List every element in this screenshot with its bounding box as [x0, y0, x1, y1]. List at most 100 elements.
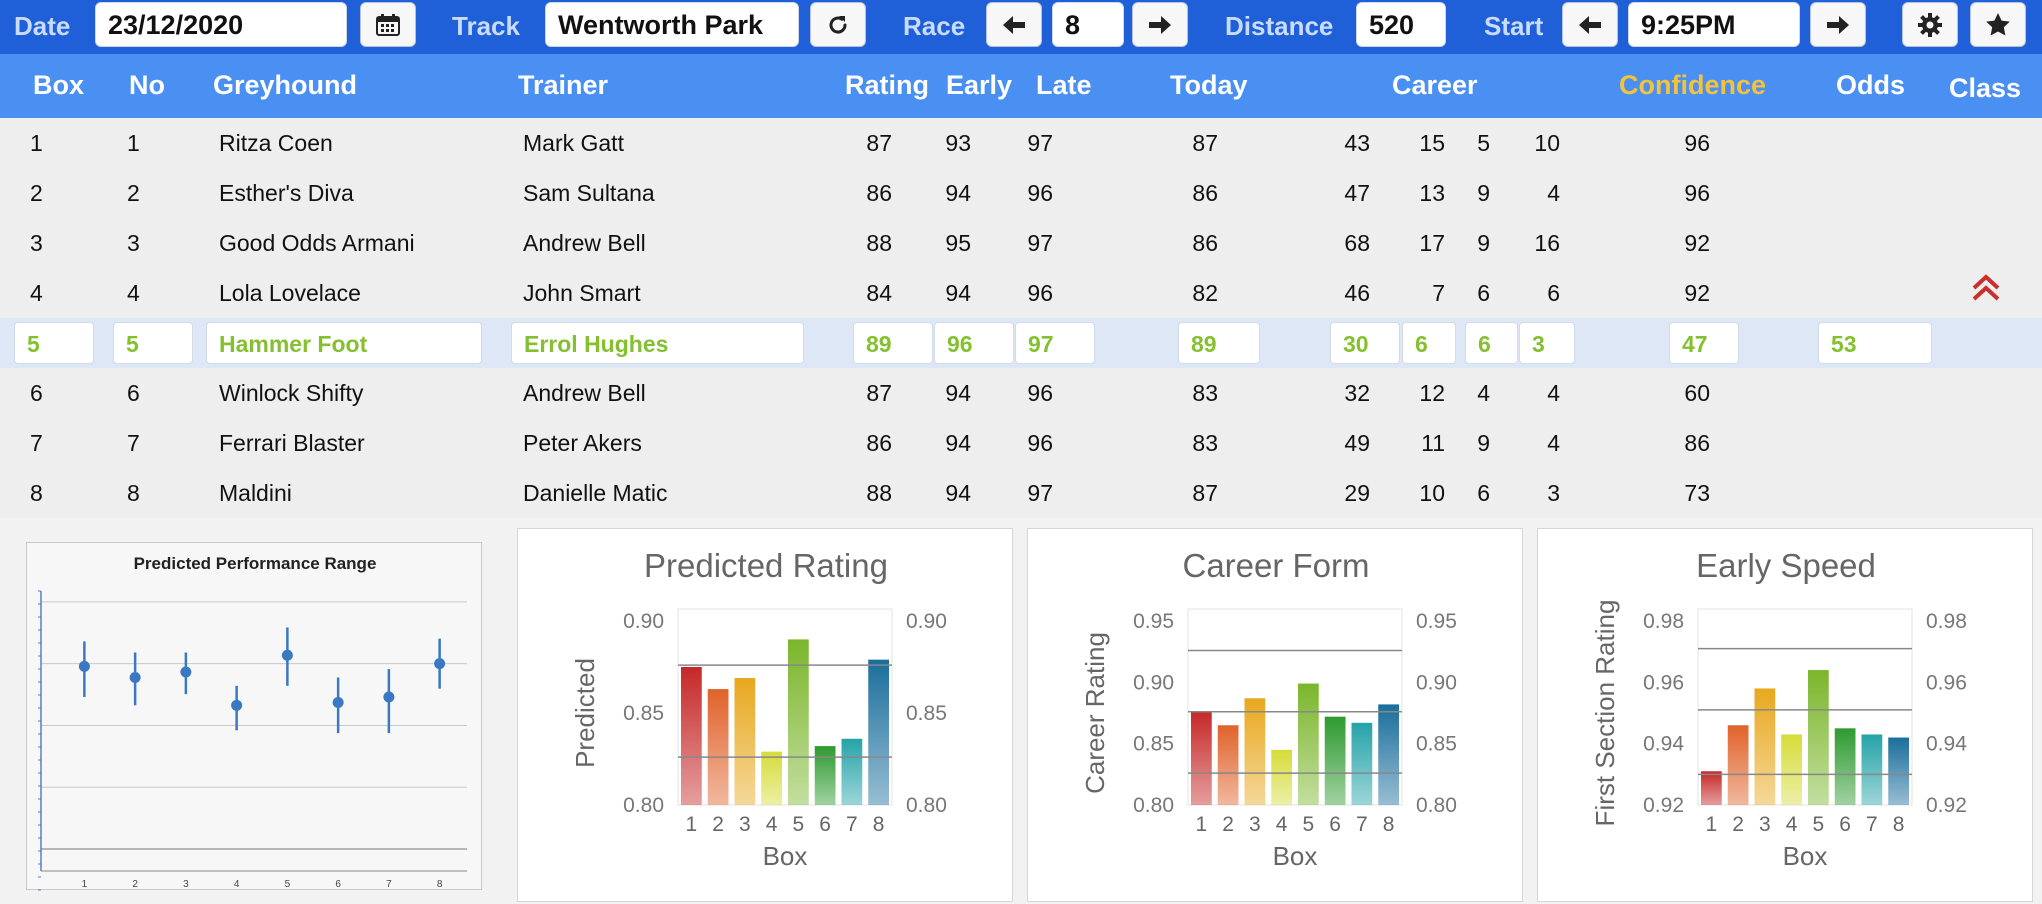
start-prev-button[interactable]: [1562, 2, 1618, 47]
cell-rating[interactable]: 89: [853, 322, 933, 364]
x-tick-label: 2: [1222, 813, 1234, 836]
bar: [1191, 711, 1212, 805]
bar: [707, 689, 729, 805]
race-prev-button[interactable]: [986, 2, 1042, 47]
bar: [1244, 698, 1266, 805]
cell-today[interactable]: 89: [1178, 322, 1260, 364]
x-tick-label: 7: [386, 879, 392, 890]
col-today[interactable]: Today: [1170, 70, 1248, 100]
col-trainer[interactable]: Trainer: [518, 70, 609, 100]
x-tick-label: 1: [1706, 813, 1718, 836]
col-rating[interactable]: Rating: [845, 70, 929, 100]
cell-confidence: 86: [1684, 430, 1710, 456]
race-input[interactable]: 8: [1052, 2, 1124, 47]
x-tick-label: 8: [1383, 813, 1395, 836]
y2-tick-label: 0.80: [906, 794, 947, 817]
cell-c1: 47: [1344, 180, 1370, 206]
x-tick-label: 6: [819, 813, 831, 836]
cell-c3: 4: [1477, 380, 1490, 406]
cell-c4[interactable]: 3: [1519, 322, 1575, 364]
cell-greyhound[interactable]: Hammer Foot: [206, 322, 482, 364]
col-no[interactable]: No: [129, 70, 165, 100]
cell-trainer: Sam Sultana: [523, 180, 655, 206]
cell-late[interactable]: 97: [1015, 322, 1095, 364]
bar: [1378, 704, 1399, 805]
table-row-selected[interactable]: 5 5 Hammer Foot Errol Hughes 89 96 97 89 30 6 6 3 47…: [0, 318, 2042, 368]
col-confidence[interactable]: Confidence: [1619, 70, 1767, 100]
x-tick-label: 4: [1276, 813, 1288, 836]
race-next-button[interactable]: [1132, 2, 1188, 47]
table-row[interactable]: 8 8 Maldini Danielle Matic 88 94 97 87 29 10 6 3 73: [0, 468, 2042, 518]
cell-confidence[interactable]: 47: [1669, 322, 1739, 364]
top-toolbar: Date 23/12/2020 Track Wentworth Park Rac…: [0, 0, 2042, 54]
table-row[interactable]: 7 7 Ferrari Blaster Peter Akers 86 94 96 83 49 11…: [0, 418, 2042, 468]
cell-early: 93: [945, 130, 971, 156]
cell-no: 1: [127, 130, 140, 156]
cell-early: 94: [945, 380, 971, 406]
col-class[interactable]: Class: [1949, 73, 2022, 103]
cell-c3: 6: [1477, 280, 1490, 306]
y2-tick-label: 0.95: [1416, 610, 1457, 633]
cell-today: 83: [1192, 380, 1218, 406]
table-row[interactable]: 2 2 Esther's Diva Sam Sultana 86 94 96 86 47 13 9 4…: [0, 168, 2042, 218]
cell-early[interactable]: 96: [934, 322, 1014, 364]
y-tick-label: 0.90: [623, 610, 664, 633]
bar: [1754, 688, 1776, 805]
cell-c3[interactable]: 6: [1465, 322, 1518, 364]
favourite-button[interactable]: [1970, 2, 2026, 47]
cell-c1[interactable]: 30: [1330, 322, 1400, 364]
col-early[interactable]: Early: [946, 70, 1013, 100]
table-row[interactable]: 4 4 Lola Lovelace John Smart 84 94 96 82 46 7 6 6 92: [0, 268, 2042, 318]
table-row[interactable]: 3 3 Good Odds Armani Andrew Bell 88 95 97 86 68 1…: [0, 218, 2042, 268]
cell-c4: 6: [1547, 280, 1560, 306]
table-row[interactable]: 1 1 Ritza Coen Mark Gatt 87 93 97 87 43 15 5 10 96: [0, 118, 2042, 168]
x-axis-label: Box: [1273, 841, 1318, 871]
cell-box[interactable]: 5: [14, 322, 94, 364]
x-tick-label: 3: [739, 813, 751, 836]
x-tick-label: 1: [686, 813, 698, 836]
bar: [1271, 749, 1292, 805]
bar: [1298, 683, 1319, 805]
x-tick-label: 8: [437, 879, 443, 890]
col-box[interactable]: Box: [33, 70, 85, 100]
cell-rating: 87: [866, 130, 892, 156]
date-input[interactable]: 23/12/2020: [95, 2, 347, 47]
distance-input[interactable]: 520: [1356, 2, 1446, 47]
track-label: Track: [452, 11, 520, 41]
cell-no[interactable]: 5: [113, 322, 193, 364]
cell-c1: 68: [1344, 230, 1370, 256]
start-time-input[interactable]: 9:25PM: [1628, 2, 1800, 47]
track-input[interactable]: Wentworth Park: [545, 2, 799, 47]
bar: [1781, 734, 1802, 805]
col-odds[interactable]: Odds: [1836, 70, 1906, 100]
x-axis-label: Box: [763, 841, 808, 871]
cell-c2: 11: [1421, 430, 1445, 456]
bar: [814, 746, 836, 805]
data-point: [383, 691, 395, 703]
cell-c2[interactable]: 6: [1402, 322, 1456, 364]
cell-odds[interactable]: 53: [1818, 322, 1932, 364]
settings-button[interactable]: [1902, 2, 1958, 47]
refresh-button[interactable]: [810, 2, 866, 47]
calendar-button[interactable]: [360, 2, 416, 47]
cell-late: 96: [1027, 380, 1053, 406]
start-next-button[interactable]: [1810, 2, 1866, 47]
bar: [1701, 771, 1722, 805]
cell-today: 86: [1192, 180, 1218, 206]
cell-trainer[interactable]: Errol Hughes: [511, 322, 804, 364]
table-row[interactable]: 6 6 Winlock Shifty Andrew Bell 87 94 96 83 32 12 4…: [0, 368, 2042, 418]
arrow-right-icon: [1825, 14, 1851, 36]
double-chevron-up-icon: [1970, 274, 2002, 308]
col-greyhound[interactable]: Greyhound: [213, 70, 358, 100]
star-icon: [1985, 12, 2011, 38]
x-tick-label: 5: [793, 813, 805, 836]
y-tick-label: 0.90: [1133, 671, 1174, 694]
col-career[interactable]: Career: [1392, 70, 1478, 100]
bar: [868, 659, 889, 805]
bar: [1324, 716, 1346, 805]
col-late[interactable]: Late: [1036, 70, 1092, 100]
cell-no: 2: [127, 180, 140, 206]
class-indicator[interactable]: [1970, 272, 2002, 304]
cell-c4: 4: [1547, 180, 1560, 206]
y-tick-label: 0.92: [1643, 794, 1684, 817]
